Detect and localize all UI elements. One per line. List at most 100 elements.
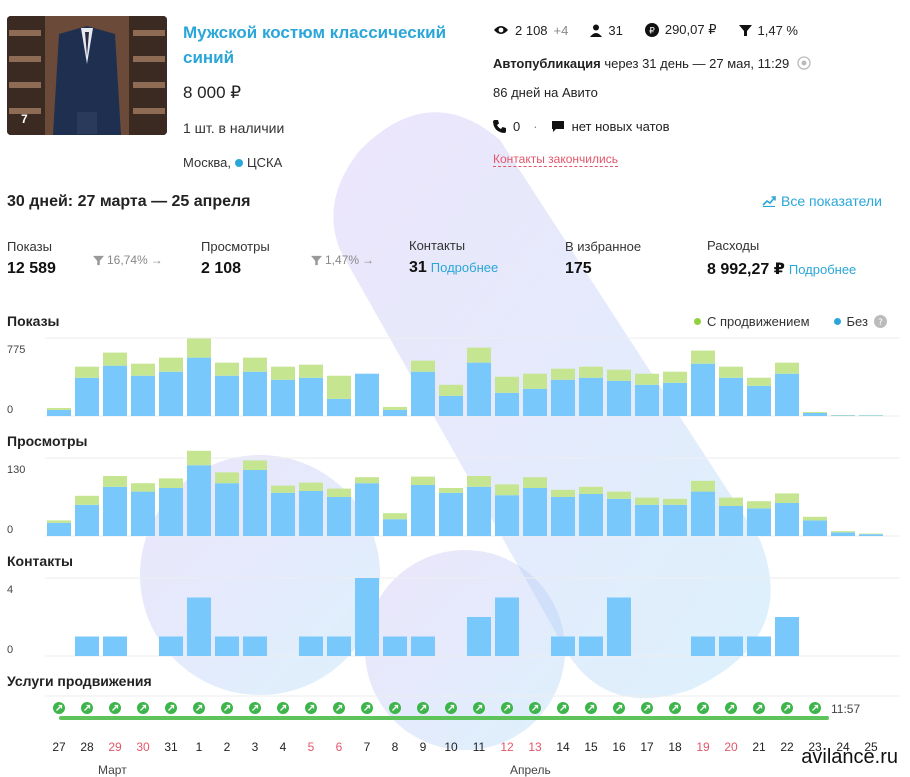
bar-promo-7[interactable] [355, 477, 379, 483]
bar-promo-20[interactable] [719, 367, 743, 378]
bar-promo-5[interactable] [299, 483, 323, 491]
bar-promo-16[interactable] [607, 492, 631, 499]
bar-promo-22[interactable] [775, 493, 799, 503]
bar-promo-20[interactable] [719, 498, 743, 506]
bar-base-22[interactable] [775, 374, 799, 416]
bar-base-15[interactable] [579, 637, 603, 657]
bar-promo-27[interactable] [47, 408, 71, 410]
bar-base-30[interactable] [131, 376, 155, 416]
bar-promo-11[interactable] [467, 348, 491, 363]
bar-promo-14[interactable] [551, 369, 575, 380]
bar-promo-21[interactable] [747, 501, 771, 508]
bar-base-3[interactable] [243, 637, 267, 657]
bar-base-17[interactable] [635, 505, 659, 536]
bar-promo-13[interactable] [523, 374, 547, 389]
listing-title[interactable]: Мужской костюм классический синий [183, 20, 483, 70]
bar-promo-10[interactable] [439, 385, 463, 396]
bar-promo-15[interactable] [579, 487, 603, 494]
bar-base-22[interactable] [775, 617, 799, 656]
bar-base-9[interactable] [411, 372, 435, 416]
bar-base-2[interactable] [215, 376, 239, 416]
bar-promo-23[interactable] [803, 412, 827, 413]
bar-base-4[interactable] [271, 380, 295, 416]
bar-base-2[interactable] [215, 637, 239, 657]
bar-base-2[interactable] [215, 483, 239, 536]
bar-promo-2[interactable] [215, 363, 239, 376]
bar-base-7[interactable] [355, 483, 379, 536]
bar-base-18[interactable] [663, 505, 687, 536]
bar-promo-23[interactable] [803, 517, 827, 521]
bar-base-20[interactable] [719, 506, 743, 536]
bar-base-16[interactable] [607, 598, 631, 657]
bar-promo-6[interactable] [327, 376, 351, 399]
bar-promo-8[interactable] [383, 513, 407, 519]
bar-base-15[interactable] [579, 378, 603, 416]
bar-promo-18[interactable] [663, 372, 687, 383]
bar-promo-14[interactable] [551, 490, 575, 497]
contacts-ended-link[interactable]: Контакты закончились [493, 152, 618, 167]
contacts-details-link[interactable]: Подробнее [431, 260, 498, 275]
bar-promo-28[interactable] [75, 496, 99, 505]
bar-promo-22[interactable] [775, 363, 799, 374]
bar-base-27[interactable] [47, 523, 71, 536]
bar-base-13[interactable] [523, 488, 547, 536]
bar-promo-4[interactable] [271, 486, 295, 493]
bar-base-29[interactable] [103, 637, 127, 657]
bar-base-3[interactable] [243, 470, 267, 536]
bar-base-7[interactable] [355, 578, 379, 656]
bar-promo-16[interactable] [607, 370, 631, 381]
bar-base-27[interactable] [47, 410, 71, 416]
bar-base-23[interactable] [803, 413, 827, 416]
all-metrics-link[interactable]: Все показатели [762, 193, 882, 209]
bar-promo-28[interactable] [75, 367, 99, 378]
bar-base-14[interactable] [551, 637, 575, 657]
bar-promo-4[interactable] [271, 367, 295, 380]
bar-base-17[interactable] [635, 385, 659, 416]
bar-base-29[interactable] [103, 366, 127, 416]
bar-promo-17[interactable] [635, 374, 659, 385]
bar-promo-1[interactable] [187, 339, 211, 358]
bar-promo-5[interactable] [299, 365, 323, 378]
bar-base-4[interactable] [271, 493, 295, 536]
bar-promo-18[interactable] [663, 499, 687, 505]
bar-promo-29[interactable] [103, 476, 127, 487]
bar-base-12[interactable] [495, 393, 519, 416]
bar-base-1[interactable] [187, 465, 211, 536]
bar-base-1[interactable] [187, 358, 211, 416]
bar-base-14[interactable] [551, 380, 575, 416]
bar-promo-24[interactable] [831, 531, 855, 532]
bar-promo-27[interactable] [47, 520, 71, 522]
bar-base-16[interactable] [607, 381, 631, 416]
bar-base-28[interactable] [75, 505, 99, 536]
bar-base-25[interactable] [859, 415, 883, 416]
bar-base-21[interactable] [747, 637, 771, 657]
bar-base-8[interactable] [383, 519, 407, 536]
bar-base-25[interactable] [859, 534, 883, 536]
bar-promo-30[interactable] [131, 483, 155, 491]
bar-base-5[interactable] [299, 491, 323, 536]
expenses-details-link[interactable]: Подробнее [789, 262, 856, 277]
bar-base-9[interactable] [411, 485, 435, 536]
bar-base-16[interactable] [607, 499, 631, 536]
bar-base-19[interactable] [691, 637, 715, 657]
bar-base-8[interactable] [383, 410, 407, 416]
bar-base-7[interactable] [355, 374, 379, 416]
bar-base-23[interactable] [803, 520, 827, 536]
bar-base-31[interactable] [159, 637, 183, 657]
bar-promo-25[interactable] [859, 534, 883, 535]
bar-base-6[interactable] [327, 497, 351, 536]
bar-base-12[interactable] [495, 495, 519, 536]
chats-status[interactable]: нет новых чатов [572, 119, 670, 134]
bar-promo-3[interactable] [243, 460, 267, 470]
bar-base-6[interactable] [327, 399, 351, 416]
bar-promo-3[interactable] [243, 358, 267, 372]
bar-base-14[interactable] [551, 497, 575, 536]
bar-base-10[interactable] [439, 396, 463, 416]
bar-base-5[interactable] [299, 378, 323, 416]
bar-promo-1[interactable] [187, 451, 211, 465]
bar-base-24[interactable] [831, 415, 855, 416]
bar-promo-12[interactable] [495, 377, 519, 393]
bar-base-9[interactable] [411, 637, 435, 657]
bar-promo-9[interactable] [411, 361, 435, 372]
bar-base-28[interactable] [75, 637, 99, 657]
